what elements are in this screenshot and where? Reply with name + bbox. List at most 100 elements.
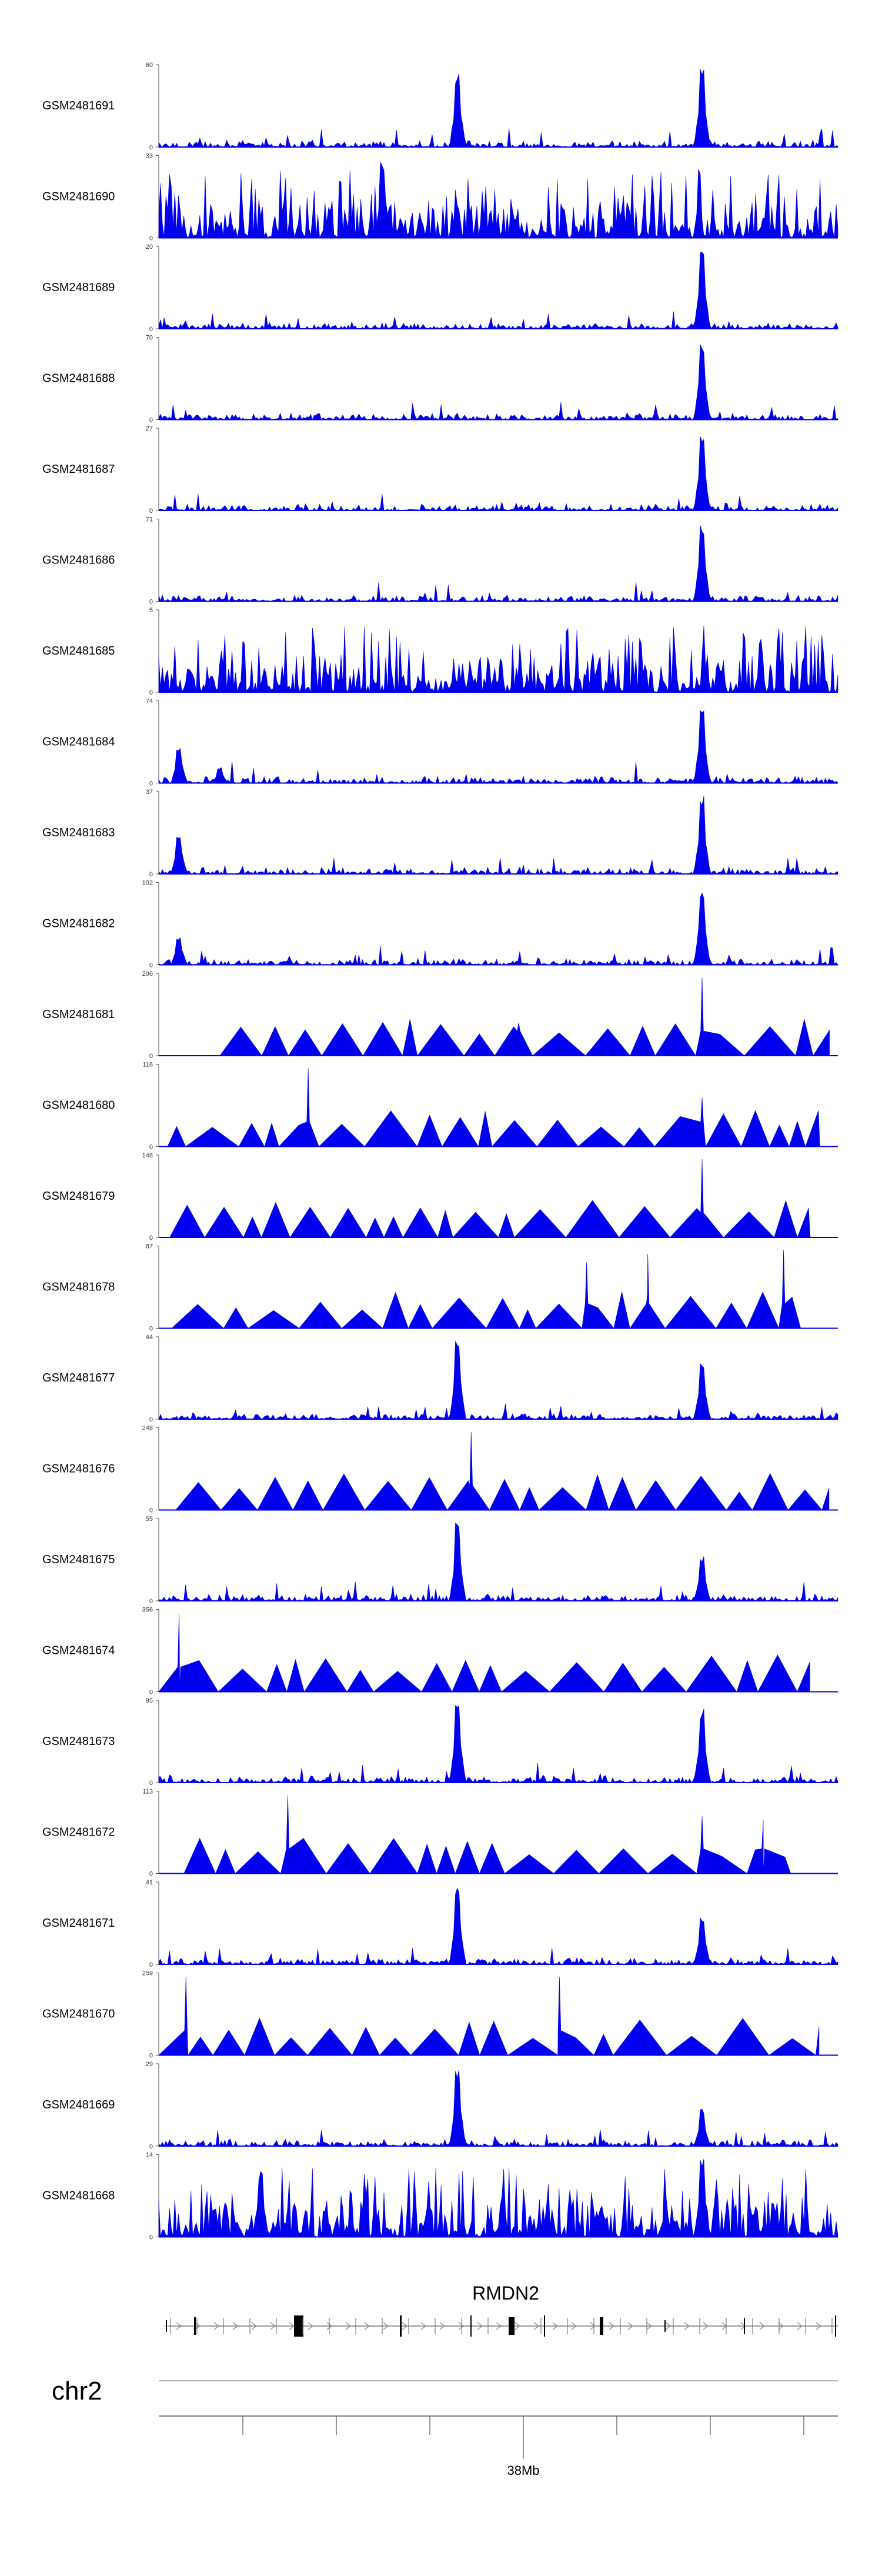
signal-area <box>158 2070 838 2147</box>
y-min-label: 0 <box>149 2143 153 2150</box>
strand-arrow <box>496 2322 502 2330</box>
y-max-label: 206 <box>142 970 153 977</box>
strand-arrow <box>308 2322 313 2330</box>
exon <box>400 2315 402 2337</box>
track-label: GSM2481678 <box>42 1281 115 1294</box>
strand-arrow <box>270 2322 276 2330</box>
track-label: GSM2481690 <box>42 191 115 203</box>
y-min-label: 0 <box>149 1961 153 1968</box>
signal-area <box>159 1795 838 1874</box>
y-min-label: 0 <box>149 599 153 606</box>
track-label: GSM2481670 <box>42 2008 115 2021</box>
strand-arrow <box>740 2322 746 2330</box>
strand-arrow <box>646 2322 652 2330</box>
y-max-label: 20 <box>146 243 153 251</box>
y-min-label: 0 <box>149 871 153 878</box>
signal-area <box>158 1977 838 2056</box>
signal-area <box>158 69 838 148</box>
track-label: GSM2481669 <box>42 2098 115 2111</box>
y-max-label: 55 <box>146 1516 153 1523</box>
strand-arrow <box>684 2322 690 2330</box>
strand-arrow <box>721 2322 727 2330</box>
exon <box>600 2317 603 2335</box>
signal-area <box>159 1432 838 1511</box>
y-max-label: 33 <box>146 153 153 160</box>
y-max-label: 356 <box>142 1607 153 1614</box>
strand-arrow <box>703 2322 709 2330</box>
y-min-label: 0 <box>149 2234 153 2241</box>
y-max-label: 37 <box>146 789 153 796</box>
y-max-label: 27 <box>146 425 153 432</box>
track-label: GSM2481675 <box>42 1553 115 1566</box>
track-GSM2481678: GSM2481678 87 0 <box>42 1243 838 1333</box>
y-min-label: 0 <box>149 1507 153 1514</box>
y-max-label: 87 <box>146 1243 153 1250</box>
strand-arrow <box>326 2322 332 2330</box>
strand-arrow <box>816 2322 821 2330</box>
track-label: GSM2481688 <box>42 372 115 385</box>
track-label: GSM2481685 <box>42 645 115 658</box>
track-label: GSM2481686 <box>42 554 115 567</box>
y-max-label: 259 <box>142 1970 153 1977</box>
track-GSM2481671: GSM2481671 41 0 <box>42 1879 838 1968</box>
track-GSM2481685: GSM2481685 5 0 <box>42 607 838 696</box>
y-min-label: 0 <box>149 689 153 696</box>
track-label: GSM2481679 <box>42 1190 115 1203</box>
y-min-label: 0 <box>149 780 153 788</box>
track-label: GSM2481676 <box>42 1463 115 1476</box>
y-min-label: 0 <box>149 1234 153 1242</box>
gene-name: RMDN2 <box>472 2283 539 2304</box>
track-label: GSM2481671 <box>42 1917 115 1930</box>
track-label: GSM2481668 <box>42 2190 115 2203</box>
coordinate-tick-label: 38Mb <box>507 2463 539 2478</box>
signal-area <box>158 1613 838 1693</box>
y-max-label: 113 <box>142 1788 153 1796</box>
track-label: GSM2481683 <box>42 826 115 839</box>
track-GSM2481677: GSM2481677 44 0 <box>42 1334 838 1423</box>
track-GSM2481673: GSM2481673 95 0 <box>42 1697 838 1787</box>
signal-area <box>158 625 838 693</box>
track-GSM2481684: GSM2481684 74 0 <box>42 698 838 788</box>
y-min-label: 0 <box>149 326 153 333</box>
strand-arrow <box>533 2322 539 2330</box>
y-max-label: 248 <box>142 1425 153 1432</box>
strand-arrow <box>232 2322 238 2330</box>
exon <box>835 2315 836 2337</box>
track-GSM2481690: GSM2481690 33 0 <box>42 153 838 242</box>
track-GSM2481682: GSM2481682 102 0 <box>42 880 838 969</box>
signal-area <box>158 2158 838 2237</box>
y-max-label: 60 <box>146 62 153 69</box>
y-max-label: 14 <box>146 2152 153 2159</box>
signal-area <box>158 1341 838 1420</box>
track-label: GSM2481674 <box>42 1644 115 1657</box>
track-label: GSM2481681 <box>42 1008 115 1021</box>
track-label: GSM2481677 <box>42 1372 115 1384</box>
signal-area <box>159 977 838 1056</box>
y-min-label: 0 <box>149 235 153 242</box>
track-GSM2481691: GSM2481691 60 0 <box>42 62 838 151</box>
exon <box>744 2318 745 2334</box>
y-min-label: 0 <box>149 1144 153 1151</box>
y-min-label: 0 <box>149 2053 153 2060</box>
signal-area <box>158 344 838 421</box>
track-label: GSM2481672 <box>42 1826 115 1839</box>
signal-area <box>158 1522 838 1601</box>
y-max-label: 102 <box>142 880 153 887</box>
y-max-label: 95 <box>146 1697 153 1704</box>
track-GSM2481681: GSM2481681 206 0 <box>42 970 838 1060</box>
signal-area <box>159 1159 838 1238</box>
exon <box>664 2320 666 2332</box>
strand-arrow <box>345 2322 351 2330</box>
track-label: GSM2481680 <box>42 1099 115 1112</box>
signal-area <box>158 436 838 511</box>
exon <box>300 2315 303 2337</box>
strand-arrow <box>759 2322 765 2330</box>
strand-arrow <box>364 2322 370 2330</box>
track-GSM2481675: GSM2481675 55 0 <box>42 1516 838 1605</box>
strand-arrow <box>552 2322 558 2330</box>
strand-arrow <box>609 2322 614 2330</box>
track-GSM2481676: GSM2481676 248 0 <box>42 1425 838 1514</box>
track-GSM2481674: GSM2481674 356 0 <box>42 1607 838 1696</box>
chromosome-axis: chr2 38Mb <box>52 2377 838 2478</box>
signal-area <box>158 796 838 875</box>
